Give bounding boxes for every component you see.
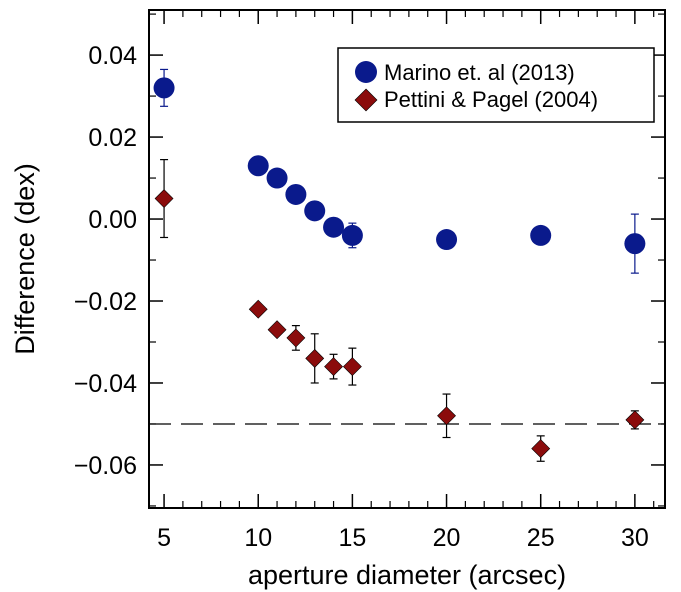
data-point-diamond (625, 410, 645, 430)
plot-frame (148, 9, 666, 509)
data-layer (153, 68, 646, 462)
data-point-diamond (437, 406, 456, 426)
data-point-diamond (248, 299, 268, 319)
legend-box (337, 47, 655, 123)
data-point-diamond (342, 357, 362, 377)
series-1 (154, 159, 645, 462)
x-tick-label: 15 (338, 524, 366, 552)
y-tick-label: 0.00 (88, 206, 137, 234)
x-tick-label: 10 (244, 524, 272, 552)
data-point-circle (323, 216, 345, 238)
legend-marker-marino (355, 61, 377, 83)
data-point-circle (341, 224, 363, 246)
legend-label-pettini: Pettini & Pagel (2004) (384, 87, 598, 112)
data-point-circle (285, 183, 307, 205)
y-tick-label: 0.02 (88, 124, 137, 152)
data-point-circle (304, 200, 326, 222)
data-point-circle (153, 77, 175, 99)
data-point-diamond (324, 357, 343, 377)
y-axis-title: Difference (dex) (10, 163, 40, 355)
y-tick-label: −0.06 (74, 452, 137, 480)
x-tick-label: 30 (621, 524, 649, 552)
data-point-circle (266, 167, 288, 189)
x-tick-label: 25 (527, 524, 555, 552)
legend-marker-pettini (354, 88, 378, 112)
x-axis-title: aperture diameter (arcsec) (248, 560, 566, 590)
data-point-diamond (267, 320, 287, 340)
data-point-circle (530, 224, 552, 246)
data-point-circle (247, 155, 269, 177)
data-point-diamond (286, 328, 306, 348)
y-tick-label: −0.02 (74, 288, 137, 316)
data-point-diamond (531, 439, 551, 458)
data-point-diamond (154, 189, 174, 208)
legend: Marino et. al (2013) Pettini & Pagel (20… (337, 47, 655, 123)
data-point-circle (436, 229, 458, 251)
ticks: 5 10 15 20 25 30 0.04 0.02 0.00 −0.02 −0.04 −0.06 (74, 10, 665, 552)
data-point-circle (624, 233, 646, 255)
y-tick-label: 0.04 (88, 42, 137, 70)
x-tick-label: 5 (157, 524, 171, 552)
data-point-diamond (305, 348, 325, 368)
y-tick-label: −0.04 (74, 370, 137, 398)
legend-label-marino: Marino et. al (2013) (384, 60, 575, 85)
x-tick-label: 20 (433, 524, 461, 552)
series-0 (153, 68, 646, 274)
